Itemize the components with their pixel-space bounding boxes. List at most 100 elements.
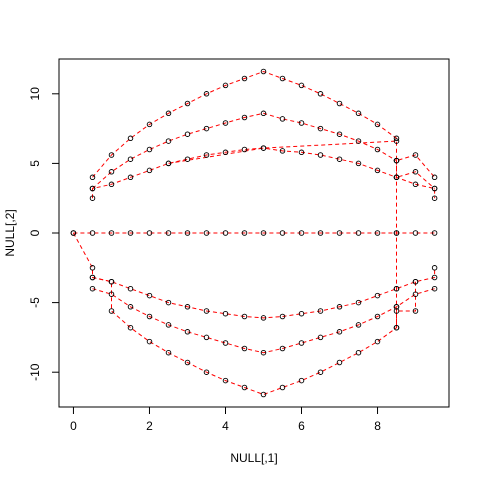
series-3-point-21 — [431, 195, 438, 201]
series-3-point-3 — [108, 181, 115, 188]
series-5-point-17 — [355, 299, 362, 306]
series-1-point-9 — [241, 75, 248, 82]
series-5-line — [72, 232, 436, 319]
series-1-line — [92, 70, 435, 178]
series-5-point-18 — [374, 292, 381, 299]
series-4-point-17 — [374, 230, 381, 236]
series-4-point-19 — [412, 230, 419, 236]
series-7-point-20 — [412, 308, 419, 314]
series-6-point-14 — [336, 329, 343, 335]
y-tick-label--5: -5 — [28, 297, 42, 308]
series-7-point-17 — [374, 338, 381, 345]
y-tick-label--10: -10 — [28, 363, 42, 381]
series-1-point-3 — [127, 135, 134, 142]
series-2-point-2 — [108, 169, 115, 175]
series-2-point-11 — [279, 116, 286, 122]
series-7-point-3 — [108, 308, 115, 314]
series-9-point-3 — [393, 138, 400, 144]
series-4-point-6 — [165, 230, 172, 236]
series-1-point-2 — [108, 152, 115, 158]
series-6-point-12 — [298, 340, 305, 346]
series-7-point-2 — [108, 278, 115, 285]
series-4-point-3 — [108, 230, 115, 236]
series-4-point-15 — [336, 230, 343, 236]
series-5-point-6 — [146, 292, 153, 299]
series-4-point-10 — [241, 230, 248, 236]
series-3-point-4 — [127, 174, 134, 181]
y-tick-label-5: 5 — [28, 160, 42, 167]
series-6-point-16 — [374, 313, 381, 320]
series-1-point-10 — [260, 68, 267, 75]
series-4-point-2 — [89, 230, 96, 236]
series-3-point-1 — [89, 195, 96, 201]
series-5-point-11 — [241, 313, 248, 320]
y-tick-label-0: 0 — [28, 229, 42, 236]
series-1-point-20 — [431, 174, 438, 181]
series-9-point-2 — [260, 145, 267, 151]
series-8-point-3 — [393, 230, 400, 236]
series-2-point-10 — [260, 110, 267, 117]
series-3-point-16 — [355, 160, 362, 167]
series-4-point-14 — [317, 230, 324, 236]
series-1-point-16 — [374, 121, 381, 128]
series-2-point-7 — [203, 125, 210, 132]
series-8-point-5 — [393, 304, 400, 310]
series-2-point-8 — [222, 120, 229, 126]
x-tick-label-2: 2 — [146, 419, 153, 433]
series-4-point-11 — [260, 230, 267, 236]
y-axis: -10 -5 0 5 10 — [28, 87, 59, 381]
series-4-point-4 — [127, 230, 134, 236]
series-1-point-13 — [317, 91, 324, 97]
series-5-point-9 — [203, 308, 210, 314]
series-2-point-19 — [412, 169, 419, 175]
x-axis: 0 2 4 6 8 — [70, 407, 381, 433]
series-5-point-21 — [431, 274, 438, 281]
series-6-point-2 — [108, 291, 115, 297]
x-tick-label-0: 0 — [70, 419, 77, 433]
series-4-point-5 — [146, 230, 153, 236]
series-1-point-14 — [336, 100, 343, 107]
series-5-point-14 — [298, 310, 305, 317]
series-6-point-9 — [241, 345, 248, 352]
x-tick-label-6: 6 — [298, 419, 305, 433]
series-7-point-21 — [412, 278, 419, 285]
series-7-point-11 — [260, 391, 267, 398]
series-2-point-9 — [241, 114, 248, 121]
series-6-point-19 — [431, 285, 438, 292]
series-6-point-4 — [146, 313, 153, 320]
series-2-point-12 — [298, 120, 305, 126]
points-layer — [70, 68, 438, 398]
series-4-point-16 — [355, 230, 362, 236]
series-2-point-5 — [165, 138, 172, 144]
series-3-point-13 — [298, 149, 305, 156]
series-8-point-6 — [393, 324, 400, 331]
series-3-point-10 — [241, 146, 248, 153]
series-7-point-9 — [222, 377, 229, 384]
series-6-point-15 — [355, 322, 362, 328]
x-tick-label-8: 8 — [374, 419, 381, 433]
series-3-point-17 — [374, 167, 381, 174]
series-6-point-7 — [203, 334, 210, 341]
series-2-point-4 — [146, 146, 153, 153]
series-1-point-7 — [203, 91, 210, 97]
series-9-point-1 — [165, 160, 172, 167]
series-6-point-5 — [165, 322, 172, 328]
series-5-point-2 — [89, 265, 96, 271]
series-5-point-5 — [127, 285, 134, 292]
series-4-point-9 — [222, 230, 229, 236]
series-8-point-2 — [393, 174, 400, 181]
series-5-point-10 — [222, 310, 229, 317]
series-5-point-12 — [260, 315, 267, 321]
series-7-point-14 — [317, 369, 324, 375]
series-6-point-6 — [184, 329, 191, 335]
series-3-point-20 — [431, 185, 438, 192]
series-2-point-6 — [184, 131, 191, 137]
series-3-point-7 — [184, 156, 191, 162]
series-7-point-13 — [298, 377, 305, 384]
series-6-point-8 — [222, 340, 229, 346]
series-6-point-13 — [317, 334, 324, 341]
series-7-point-5 — [146, 338, 153, 345]
series-1-point-19 — [412, 152, 419, 158]
series-7-point-10 — [241, 384, 248, 391]
